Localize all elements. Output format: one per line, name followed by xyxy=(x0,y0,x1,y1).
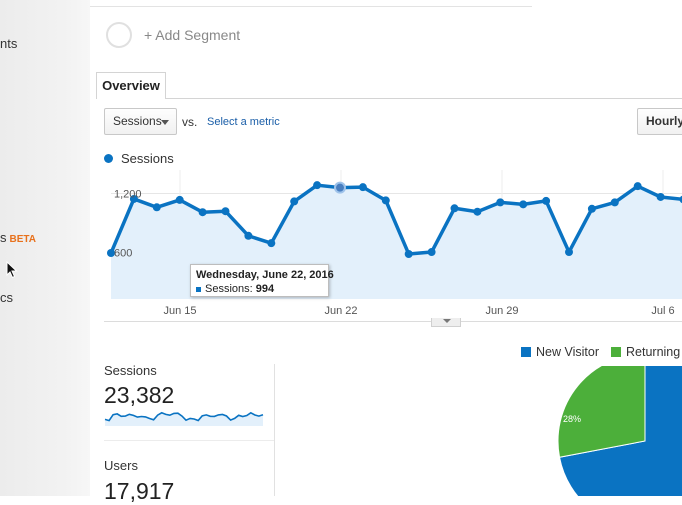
tooltip-swatch-icon xyxy=(196,287,201,292)
sidebar-item-label: nts xyxy=(0,36,17,51)
sidebar-item-label: s xyxy=(0,230,7,245)
sessions-sparkline xyxy=(104,405,264,427)
chart-data-point[interactable] xyxy=(428,248,436,256)
tooltip-row: Sessions: 994 xyxy=(196,282,323,296)
tab-divider xyxy=(96,98,682,99)
chart-data-point[interactable] xyxy=(244,232,252,240)
add-segment-button[interactable]: + Add Segment xyxy=(144,27,240,43)
tab-overview[interactable]: Overview xyxy=(96,72,166,99)
metric-select-value: Sessions xyxy=(113,114,162,128)
sessions-line-chart[interactable]: 1,200 600 Jun 15 Jun 22 Jun 29 Jul 6 xyxy=(90,170,682,320)
main-content: + Add Segment Overview Sessions vs. Sele… xyxy=(90,0,682,496)
legend-label: New Visitor xyxy=(536,345,599,359)
chart-data-point[interactable] xyxy=(222,207,230,215)
chart-divider xyxy=(104,321,682,322)
divider xyxy=(104,440,274,441)
metric-select[interactable]: Sessions xyxy=(104,108,177,135)
chart-legend-sessions: Sessions xyxy=(121,151,174,166)
tooltip-date: Wednesday, June 22, 2016 xyxy=(196,268,323,282)
sidebar-item-analytics[interactable]: cs xyxy=(0,290,13,305)
chart-data-point[interactable] xyxy=(382,196,390,204)
chart-data-point[interactable] xyxy=(199,208,207,216)
chart-data-point[interactable] xyxy=(176,196,184,204)
chart-data-point[interactable] xyxy=(634,182,642,190)
tooltip-series-label: Sessions: xyxy=(205,283,253,295)
mouse-cursor-icon xyxy=(6,261,18,279)
x-axis-tick-label: Jun 29 xyxy=(485,305,518,317)
select-metric-link[interactable]: Select a metric xyxy=(207,116,280,128)
legend-swatch-icon xyxy=(611,347,621,357)
visitor-pie-chart[interactable] xyxy=(530,366,682,496)
chart-data-point[interactable] xyxy=(335,183,345,193)
pie-slice-returning xyxy=(558,366,645,457)
segment-circle-icon xyxy=(106,22,132,48)
hourly-button[interactable]: Hourly xyxy=(637,108,682,135)
chart-data-point[interactable] xyxy=(565,248,573,256)
chart-data-point[interactable] xyxy=(359,183,367,191)
chart-data-point[interactable] xyxy=(313,181,321,189)
chart-data-point[interactable] xyxy=(451,204,459,212)
y-axis-tick-label: 1,200 xyxy=(114,189,142,201)
sidebar-item-reports[interactable]: nts xyxy=(0,36,17,51)
x-axis-tick-label: Jul 6 xyxy=(651,305,674,317)
chart-data-point[interactable] xyxy=(519,200,527,208)
chevron-down-icon xyxy=(161,120,169,125)
chart-data-point[interactable] xyxy=(405,250,413,258)
x-axis-tick-label: Jun 22 xyxy=(324,305,357,317)
chart-data-point[interactable] xyxy=(588,205,596,213)
users-metric-value: 17,917 xyxy=(104,478,174,505)
legend-swatch-icon xyxy=(521,347,531,357)
pie-slice-label: 28% xyxy=(563,414,581,424)
users-metric-label: Users xyxy=(104,458,138,473)
chart-data-point[interactable] xyxy=(473,208,481,216)
chart-data-point[interactable] xyxy=(267,239,275,247)
chart-data-point[interactable] xyxy=(611,198,619,206)
divider xyxy=(274,364,275,496)
y-axis-tick-label: 600 xyxy=(114,248,132,260)
chart-tooltip: Wednesday, June 22, 2016 Sessions: 994 xyxy=(190,264,329,297)
vs-label: vs. xyxy=(182,115,197,129)
divider xyxy=(90,6,532,7)
sidebar-item-label: cs xyxy=(0,290,13,305)
chart-resize-handle[interactable] xyxy=(431,318,461,327)
x-axis-tick-label: Jun 15 xyxy=(163,305,196,317)
legend-label: Returning xyxy=(626,345,680,359)
chart-data-point[interactable] xyxy=(542,197,550,205)
chart-data-point[interactable] xyxy=(496,198,504,206)
beta-badge: BETA xyxy=(10,234,36,245)
chart-data-point[interactable] xyxy=(657,193,665,201)
tooltip-value: 994 xyxy=(256,283,274,295)
chart-data-point[interactable] xyxy=(290,197,298,205)
sessions-legend-dot-icon xyxy=(104,154,113,163)
chart-data-point[interactable] xyxy=(153,203,161,211)
pie-legend-new-visitor: New Visitor xyxy=(521,345,599,359)
sessions-metric-label: Sessions xyxy=(104,363,157,378)
pie-legend-returning: Returning xyxy=(611,345,680,359)
